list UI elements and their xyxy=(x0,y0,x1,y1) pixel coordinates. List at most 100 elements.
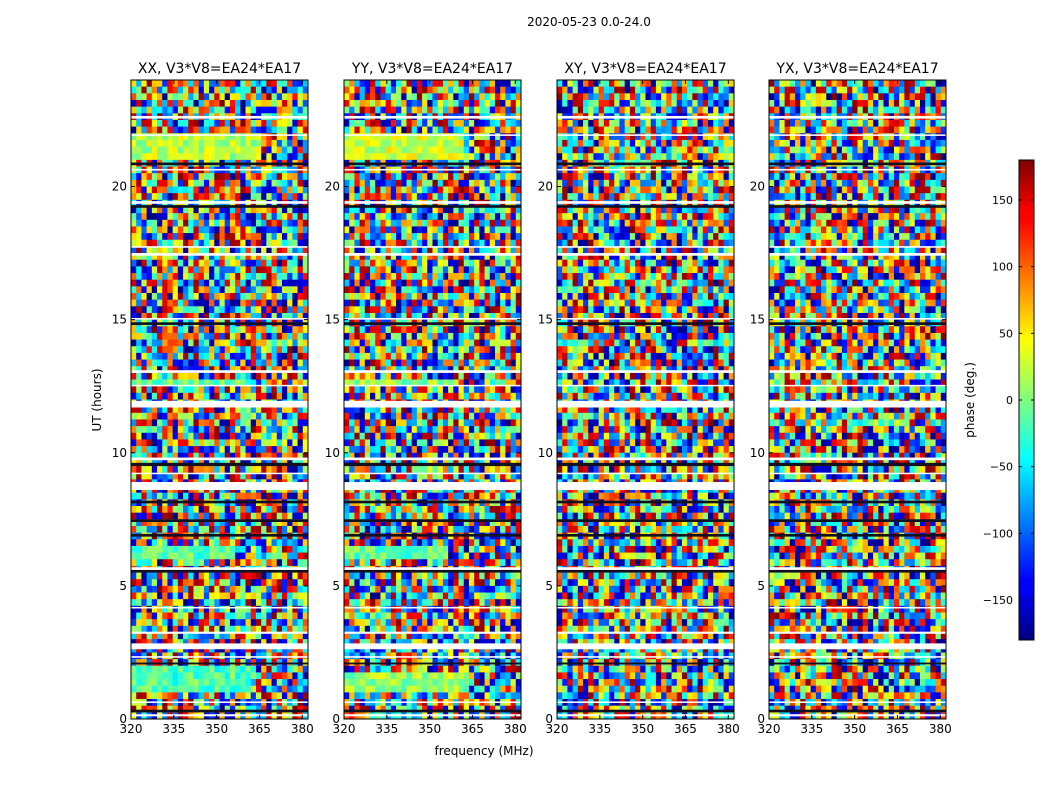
phase-cell xyxy=(437,293,444,301)
phase-cell xyxy=(505,139,511,147)
phase-cell xyxy=(297,446,304,454)
phase-cell xyxy=(131,619,137,627)
phase-cell xyxy=(411,133,418,141)
phase-cell xyxy=(411,372,418,380)
phase-cell xyxy=(349,193,355,201)
phase-cell xyxy=(198,219,205,227)
phase-cell xyxy=(224,312,231,321)
phase-cell xyxy=(276,426,283,434)
phase-cell xyxy=(229,372,236,380)
phase-cell xyxy=(141,99,148,108)
phase-cell xyxy=(281,692,288,700)
phase-cell xyxy=(266,439,272,447)
phase-cell xyxy=(209,492,215,500)
phase-cell xyxy=(224,452,231,460)
phase-cell xyxy=(396,306,402,314)
phase-cell xyxy=(437,179,444,187)
phase-cell xyxy=(214,599,220,607)
phase-cell xyxy=(416,332,423,340)
phase-cell xyxy=(209,559,215,567)
phase-cell xyxy=(370,139,376,147)
phase-cell xyxy=(474,206,480,214)
phase-cell xyxy=(209,685,215,693)
phase-cell xyxy=(162,572,168,580)
phase-cell xyxy=(224,605,231,613)
phase-cell xyxy=(479,139,485,147)
phase-cell xyxy=(266,332,272,340)
phase-cell xyxy=(354,339,361,347)
phase-cell xyxy=(162,639,168,647)
phase-cell xyxy=(302,446,308,454)
phase-cell xyxy=(432,219,439,227)
phase-cell xyxy=(193,559,200,567)
flagged-gap xyxy=(131,253,308,256)
phase-cell xyxy=(292,332,298,340)
phase-cell xyxy=(385,106,392,114)
phase-cell xyxy=(463,339,470,347)
phase-cell xyxy=(172,645,179,653)
phase-cell xyxy=(141,312,148,321)
phase-cell xyxy=(494,326,501,334)
phase-cell xyxy=(219,619,226,627)
phase-cell xyxy=(131,346,137,354)
phase-cell xyxy=(266,625,272,633)
phase-cell xyxy=(235,119,241,127)
phase-cell xyxy=(401,273,407,281)
phase-cell xyxy=(448,392,454,400)
phase-cell xyxy=(172,559,179,567)
phase-cell xyxy=(463,133,470,141)
phase-cell xyxy=(183,406,189,414)
phase-cell xyxy=(287,173,293,181)
phase-cell xyxy=(261,206,267,214)
phase-cell xyxy=(146,579,153,587)
phase-cell xyxy=(198,432,205,440)
phase-cell xyxy=(172,705,179,713)
phase-cell xyxy=(167,279,174,287)
phase-cell xyxy=(292,259,298,267)
phase-cell xyxy=(261,672,267,680)
phase-cell xyxy=(302,519,308,527)
phase-cell xyxy=(474,153,480,161)
phase-cell xyxy=(157,332,163,340)
phase-cell xyxy=(432,326,439,334)
phase-cell xyxy=(364,99,371,108)
phase-cell xyxy=(141,446,148,454)
phase-cell xyxy=(209,665,215,673)
phase-cell xyxy=(489,219,496,227)
phase-cell xyxy=(442,93,449,101)
phase-cell xyxy=(510,213,517,221)
phase-cell xyxy=(198,312,205,321)
phase-cell xyxy=(209,645,215,653)
phase-cell xyxy=(344,306,350,314)
phase-cell xyxy=(276,359,283,367)
phase-cell xyxy=(442,146,449,154)
phase-cell xyxy=(489,146,496,154)
phase-cell xyxy=(515,86,521,94)
phase-cell xyxy=(448,312,454,321)
phase-cell xyxy=(151,139,158,147)
phase-cell xyxy=(432,312,439,321)
phase-cell xyxy=(370,293,376,301)
phase-cell xyxy=(281,266,288,274)
phase-cell xyxy=(240,139,246,147)
phase-cell xyxy=(224,326,231,334)
phase-cell xyxy=(354,146,361,154)
phase-cell xyxy=(229,439,236,447)
phase-cell xyxy=(442,153,449,161)
phase-cell xyxy=(271,392,278,400)
phase-cell xyxy=(224,665,231,673)
phase-cell xyxy=(167,512,174,520)
phase-cell xyxy=(390,266,397,274)
phase-cell xyxy=(406,233,413,241)
phase-cell xyxy=(266,359,272,367)
phase-cell xyxy=(453,366,459,374)
phase-cell xyxy=(261,645,267,653)
phase-cell xyxy=(302,306,308,314)
phase-cell xyxy=(157,133,163,141)
phase-cell xyxy=(229,679,236,687)
phase-cell xyxy=(193,545,200,553)
phase-cell xyxy=(255,153,262,161)
phase-cell xyxy=(297,672,304,680)
phase-cell xyxy=(463,332,470,340)
phase-cell xyxy=(432,392,439,400)
